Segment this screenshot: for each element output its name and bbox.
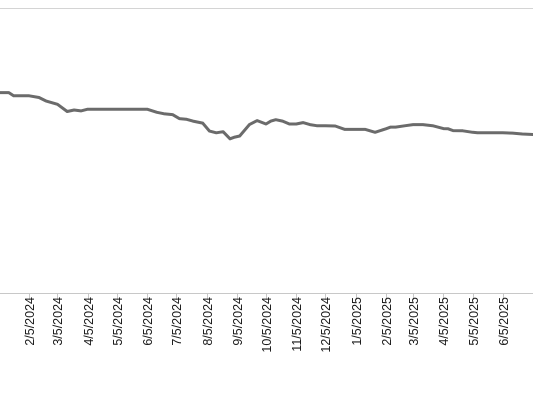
x-tick-label: 4/5/2025 [437,297,451,346]
x-tick-label: 3/5/2025 [407,297,421,346]
series [0,91,533,141]
x-tick-label: 7/5/2024 [170,297,184,346]
x-axis-tick-labels: 2/5/2024 3/5/2024 4/5/2024 5/5/2024 6/5/2024… [23,297,511,353]
x-tick-label: 3/5/2024 [51,297,65,346]
x-axis-ticks [29,293,504,300]
x-tick-label: 5/5/2025 [467,297,481,346]
x-tick-label: 4/5/2024 [82,297,96,346]
x-tick-label: 8/5/2024 [201,297,215,346]
x-tick-label: 2/5/2024 [23,297,37,346]
x-tick-label: 11/5/2024 [290,297,304,352]
x-tick-label: 2/5/2025 [380,297,394,346]
x-tick-label: 12/5/2024 [319,297,333,353]
x-tick-label: 6/5/2024 [141,297,155,346]
x-tick-label: 6/5/2025 [497,297,511,346]
x-tick-label: 10/5/2024 [260,297,274,353]
x-tick-label: 9/5/2024 [231,297,245,346]
x-tick-label: 5/5/2024 [111,297,125,346]
x-tick-label: 1/5/2025 [350,297,364,346]
series-line [0,91,533,141]
